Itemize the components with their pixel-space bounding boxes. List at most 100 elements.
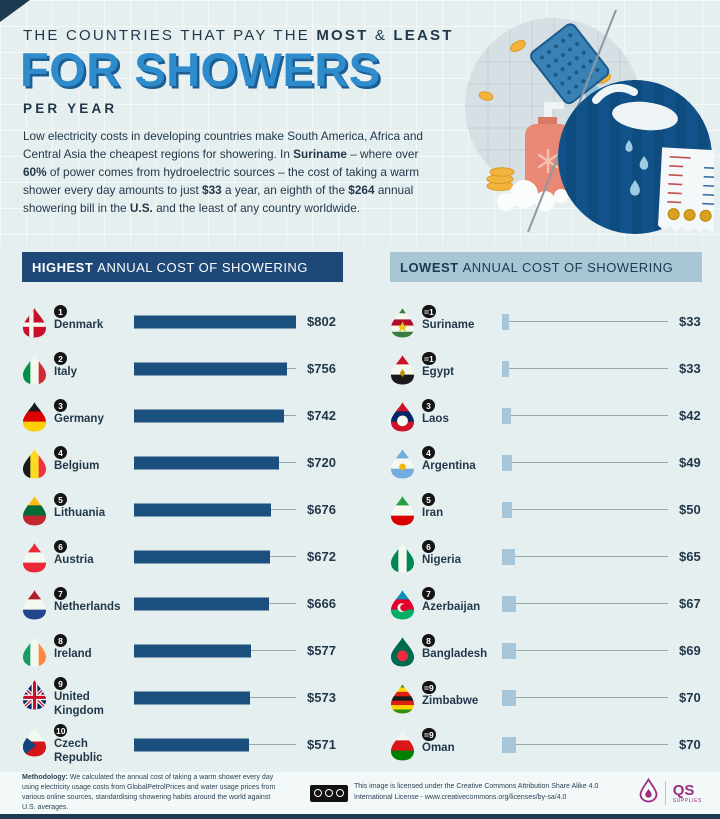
country-name: Oman	[422, 742, 455, 754]
bar-argentina	[502, 454, 512, 471]
bar-italy	[134, 362, 287, 375]
country-label: 8 Ireland	[54, 634, 92, 661]
rank-badge: =9	[422, 728, 436, 741]
value-label: $676	[307, 502, 336, 517]
rank-badge: 7	[422, 587, 435, 600]
country-label: 5 Iran	[422, 493, 443, 520]
country-row-czech-republic: 10 Czech Republic $571	[22, 721, 344, 768]
country-row-germany: 3 Germany $742	[22, 392, 344, 439]
country-name: Belgium	[54, 460, 100, 472]
footer: Methodology: We calculated the annual co…	[0, 772, 720, 814]
country-name: Bangladesh	[422, 648, 488, 660]
value-label: $577	[307, 643, 336, 658]
flag-icon-belgium	[22, 448, 47, 479]
lowest-rows-list: =1 Suriname $33 =1 Egypt $33 3 Laos $42 4 Argentin…	[390, 298, 712, 768]
bar-iran	[502, 501, 513, 518]
flag-icon-iran	[390, 495, 415, 526]
bar-bangladesh	[502, 642, 516, 659]
country-row-nigeria: 6 Nigeria $65	[390, 533, 712, 580]
flag-icon-netherlands	[22, 589, 47, 620]
rank-badge: 3	[422, 399, 435, 412]
country-row-lithuania: 5 Lithuania $676	[22, 486, 344, 533]
value-label: $69	[679, 643, 701, 658]
corner-triangle-decoration	[0, 0, 30, 22]
droplet-logo-icon	[639, 777, 658, 808]
country-cell: 8 Ireland	[22, 634, 134, 667]
page-subtitle: PER YEAR	[23, 101, 118, 116]
country-row-laos: 3 Laos $42	[390, 392, 712, 439]
country-cell: 7 Netherlands	[22, 587, 134, 620]
flag-icon-germany	[22, 401, 47, 432]
bar-area	[502, 595, 668, 612]
flag-icon-oman	[390, 730, 415, 761]
country-label: 5 Lithuania	[54, 493, 105, 520]
country-label: 6 Nigeria	[422, 540, 461, 567]
rank-badge: 10	[54, 724, 68, 738]
bar-belgium	[134, 456, 280, 469]
flag-icon-denmark	[22, 307, 47, 338]
country-label: 3 Laos	[422, 399, 449, 426]
rank-badge: 5	[422, 493, 435, 506]
bar-area	[134, 596, 296, 612]
rank-badge: 6	[422, 540, 435, 553]
highest-cost-column: HIGHEST ANNUAL COST OF SHOWERING 1 Denmark…	[22, 252, 344, 768]
country-name: Suriname	[422, 319, 475, 331]
value-label: $672	[307, 549, 336, 564]
country-name: Czech Republic	[54, 738, 103, 764]
bar-united-kingdom	[134, 691, 250, 704]
bar-area	[502, 407, 668, 424]
value-label: $742	[307, 408, 336, 423]
country-label: =9 Zimbabwe	[422, 681, 478, 708]
bar-germany	[134, 409, 284, 422]
rank-badge: 3	[54, 399, 67, 412]
bar-czech-republic	[134, 738, 250, 751]
country-cell: =9 Zimbabwe	[390, 681, 502, 714]
value-label: $33	[679, 361, 701, 376]
country-row-united-kingdom: 9 United Kingdom $573	[22, 674, 344, 721]
bar-oman	[502, 736, 517, 753]
country-row-netherlands: 7 Netherlands $666	[22, 580, 344, 627]
rank-badge: 4	[422, 446, 435, 459]
rank-badge: 1	[54, 305, 67, 318]
country-cell: 5 Iran	[390, 493, 502, 526]
bar-netherlands	[134, 597, 269, 610]
bar-area	[134, 737, 296, 753]
country-label: 7 Netherlands	[54, 587, 120, 614]
bar-area	[134, 455, 296, 471]
country-name: Italy	[54, 366, 78, 378]
bar-ireland	[134, 644, 251, 657]
country-label: 3 Germany	[54, 399, 104, 426]
flag-icon-united-kingdom	[22, 679, 47, 710]
value-label: $65	[679, 549, 701, 564]
country-cell: 6 Nigeria	[390, 540, 502, 573]
shower-curtain-circle	[558, 80, 720, 234]
country-label: 2 Italy	[54, 352, 77, 379]
rank-badge: 4	[54, 446, 67, 459]
receipt-icon	[658, 147, 720, 234]
bar-suriname	[502, 313, 509, 330]
country-name: United Kingdom	[54, 691, 104, 717]
bar-area	[502, 313, 668, 330]
country-label: =1 Egypt	[422, 352, 454, 379]
value-label: $571	[307, 737, 336, 752]
flag-icon-nigeria	[390, 542, 415, 573]
country-name: Azerbaijan	[422, 601, 481, 613]
bar-track	[502, 461, 668, 463]
bar-zimbabwe	[502, 689, 517, 706]
country-name: Nigeria	[422, 554, 461, 566]
country-name: Netherlands	[54, 601, 121, 613]
license-block: This image is licensed under the Creativ…	[310, 782, 598, 804]
bar-lithuania	[134, 503, 271, 516]
bar-area	[134, 643, 296, 659]
shower-head-icon	[592, 83, 678, 131]
bar-area	[502, 360, 668, 377]
country-cell: 8 Bangladesh	[390, 634, 502, 667]
flag-icon-austria	[22, 542, 47, 573]
country-label: 7 Azerbaijan	[422, 587, 480, 614]
brand-logo: QS SUPPLIES	[639, 777, 702, 808]
bar-area	[502, 501, 668, 518]
country-cell: 10 Czech Republic	[22, 724, 134, 764]
title-kicker: THE COUNTRIES THAT PAY THE MOST & LEAST	[23, 27, 454, 44]
bar-track	[502, 320, 668, 322]
country-row-zimbabwe: =9 Zimbabwe $70	[390, 674, 712, 721]
